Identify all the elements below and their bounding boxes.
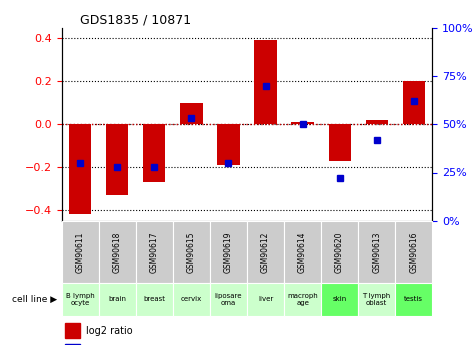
Text: GSM90617: GSM90617	[150, 231, 159, 273]
Bar	[173, 221, 210, 283]
Text: GSM90616: GSM90616	[409, 231, 418, 273]
Bar	[321, 221, 358, 283]
Bar	[366, 120, 388, 124]
Bar	[99, 221, 136, 283]
Text: GSM90611: GSM90611	[76, 231, 85, 273]
Bar	[65, 344, 80, 345]
Bar	[99, 283, 136, 316]
Bar	[255, 40, 276, 124]
Bar	[284, 283, 321, 316]
Bar	[358, 221, 395, 283]
Bar	[106, 124, 128, 195]
Text: macroph
age: macroph age	[287, 293, 318, 306]
Text: brain: brain	[108, 296, 126, 302]
Text: GDS1835 / 10871: GDS1835 / 10871	[80, 13, 191, 27]
Text: GSM90620: GSM90620	[335, 231, 344, 273]
Text: liposare
oma: liposare oma	[215, 293, 242, 306]
Bar	[210, 283, 247, 316]
Text: cervix: cervix	[181, 296, 202, 302]
Text: GSM90613: GSM90613	[372, 231, 381, 273]
Text: GSM90619: GSM90619	[224, 231, 233, 273]
Text: GSM90615: GSM90615	[187, 231, 196, 273]
Bar	[136, 283, 173, 316]
Bar	[62, 283, 99, 316]
Text: T lymph
oblast: T lymph oblast	[362, 293, 391, 306]
Bar	[247, 283, 284, 316]
Bar	[210, 221, 247, 283]
Text: skin: skin	[332, 296, 347, 302]
Bar	[395, 221, 432, 283]
Bar	[180, 103, 202, 124]
Text: log2 ratio: log2 ratio	[86, 326, 132, 335]
Bar	[395, 283, 432, 316]
Bar	[62, 221, 99, 283]
Text: GSM90618: GSM90618	[113, 231, 122, 273]
Bar	[247, 221, 284, 283]
Bar	[358, 283, 395, 316]
Text: GSM90612: GSM90612	[261, 231, 270, 273]
Bar	[218, 124, 239, 165]
Bar	[284, 221, 321, 283]
Bar	[69, 124, 91, 214]
Text: GSM90614: GSM90614	[298, 231, 307, 273]
Bar	[403, 81, 425, 124]
Bar	[173, 283, 210, 316]
Text: breast: breast	[143, 296, 165, 302]
Text: B lymph
ocyte: B lymph ocyte	[66, 293, 95, 306]
Bar	[329, 124, 351, 161]
Text: testis: testis	[404, 296, 423, 302]
Bar	[292, 122, 314, 124]
Text: cell line ▶: cell line ▶	[12, 295, 57, 304]
Bar	[143, 124, 165, 182]
Text: liver: liver	[258, 296, 273, 302]
Bar	[136, 221, 173, 283]
Bar	[65, 323, 80, 338]
Bar	[321, 283, 358, 316]
